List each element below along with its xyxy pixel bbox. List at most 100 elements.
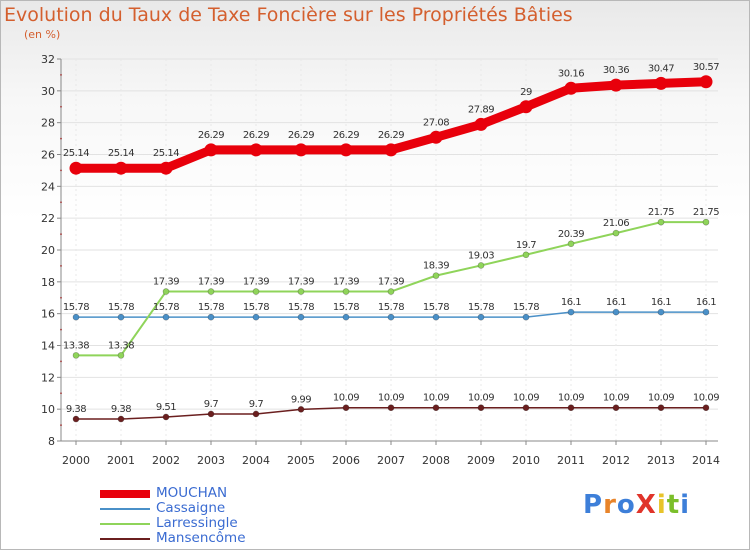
- data-label: 15.78: [63, 302, 89, 313]
- data-point: [702, 404, 710, 412]
- legend-label: Mansencôme: [156, 530, 246, 546]
- data-point: [72, 313, 80, 321]
- x-tick-label: 2013: [647, 454, 675, 467]
- data-point: [609, 78, 623, 92]
- chart-title: Evolution du Taux de Taxe Foncière sur l…: [4, 4, 573, 26]
- data-label: 21.06: [603, 218, 629, 229]
- data-label: 15.78: [243, 302, 269, 313]
- y-tick-label: 32: [41, 53, 55, 66]
- data-label: 10.09: [423, 393, 449, 404]
- legend-swatch: [100, 522, 150, 525]
- data-label: 29: [520, 87, 532, 98]
- data-label: 26.29: [198, 130, 224, 141]
- legend-swatch: [100, 507, 150, 510]
- data-label: 17.39: [333, 277, 359, 288]
- data-point: [342, 313, 350, 321]
- data-label: 15.78: [333, 302, 359, 313]
- data-label: 10.09: [603, 393, 629, 404]
- data-label: 10.09: [558, 393, 584, 404]
- data-point: [612, 404, 620, 412]
- data-label: 19.7: [516, 240, 536, 251]
- y-tick-label: 24: [41, 180, 55, 193]
- data-label: 20.39: [558, 229, 584, 240]
- data-point: [297, 406, 305, 413]
- data-label: 25.14: [153, 148, 179, 159]
- data-point: [387, 288, 395, 295]
- data-label: 19.03: [468, 250, 494, 261]
- y-tick-label: 18: [41, 276, 55, 289]
- data-point: [477, 404, 485, 412]
- data-label: 9.7: [249, 399, 264, 410]
- y-tick-label: 16: [41, 308, 55, 321]
- data-point: [69, 161, 83, 175]
- data-point: [339, 143, 353, 157]
- data-point: [567, 240, 575, 248]
- data-label: 15.78: [468, 302, 494, 313]
- data-point: [162, 413, 170, 421]
- y-tick-label: 14: [41, 340, 55, 353]
- data-point: [387, 404, 395, 412]
- data-point: [699, 75, 713, 89]
- data-point: [207, 410, 215, 418]
- data-label: 15.78: [108, 302, 134, 313]
- data-label: 10.09: [468, 393, 494, 404]
- data-point: [297, 288, 305, 295]
- chart-subtitle: (en %): [24, 28, 61, 41]
- data-point: [567, 308, 575, 316]
- x-tick-label: 2012: [602, 454, 630, 467]
- data-point: [612, 308, 620, 316]
- data-label: 21.75: [693, 207, 719, 218]
- data-label: 9.99: [291, 394, 311, 405]
- data-point: [432, 404, 440, 412]
- legend-label: Cassaigne: [156, 500, 226, 516]
- data-point: [654, 76, 668, 90]
- data-point: [384, 143, 398, 157]
- data-label: 13.38: [63, 340, 89, 351]
- data-label: 17.39: [378, 277, 404, 288]
- data-point: [294, 143, 308, 157]
- y-tick-label: 12: [41, 371, 55, 384]
- data-point: [342, 404, 350, 412]
- data-label: 15.78: [198, 302, 224, 313]
- data-label: 10.09: [378, 393, 404, 404]
- data-point: [657, 218, 665, 226]
- data-point: [522, 251, 530, 259]
- y-tick-label: 30: [41, 85, 55, 98]
- data-label: 15.78: [288, 302, 314, 313]
- data-label: 18.39: [423, 261, 449, 272]
- x-tick-label: 2014: [692, 454, 720, 467]
- data-point: [519, 100, 533, 114]
- y-tick-label: 26: [41, 149, 55, 162]
- data-label: 9.38: [111, 404, 131, 415]
- data-point: [342, 288, 350, 295]
- data-point: [477, 262, 485, 269]
- data-label: 16.1: [651, 297, 671, 308]
- data-label: 9.51: [156, 402, 176, 413]
- x-tick-label: 2008: [422, 454, 450, 467]
- data-point: [297, 313, 305, 321]
- data-label: 17.39: [288, 277, 314, 288]
- data-point: [522, 404, 530, 412]
- data-label: 30.47: [648, 63, 674, 74]
- legend-swatch: [100, 537, 150, 540]
- y-tick-label: 28: [41, 117, 55, 130]
- x-tick-label: 2010: [512, 454, 540, 467]
- data-point: [387, 313, 395, 321]
- data-point: [207, 313, 215, 321]
- data-label: 9.38: [66, 404, 86, 415]
- y-tick-label: 8: [48, 435, 55, 448]
- x-tick-label: 2000: [62, 454, 90, 467]
- data-label: 16.1: [561, 297, 581, 308]
- data-label: 26.29: [288, 130, 314, 141]
- data-point: [474, 117, 488, 131]
- y-tick-label: 22: [41, 212, 55, 225]
- data-point: [252, 288, 260, 295]
- x-tick-label: 2009: [467, 454, 495, 467]
- data-label: 30.36: [603, 65, 629, 76]
- data-label: 25.14: [108, 148, 134, 159]
- legend-label: MOUCHAN: [156, 485, 228, 501]
- data-label: 10.09: [693, 393, 719, 404]
- data-point: [72, 415, 80, 423]
- data-label: 10.09: [513, 393, 539, 404]
